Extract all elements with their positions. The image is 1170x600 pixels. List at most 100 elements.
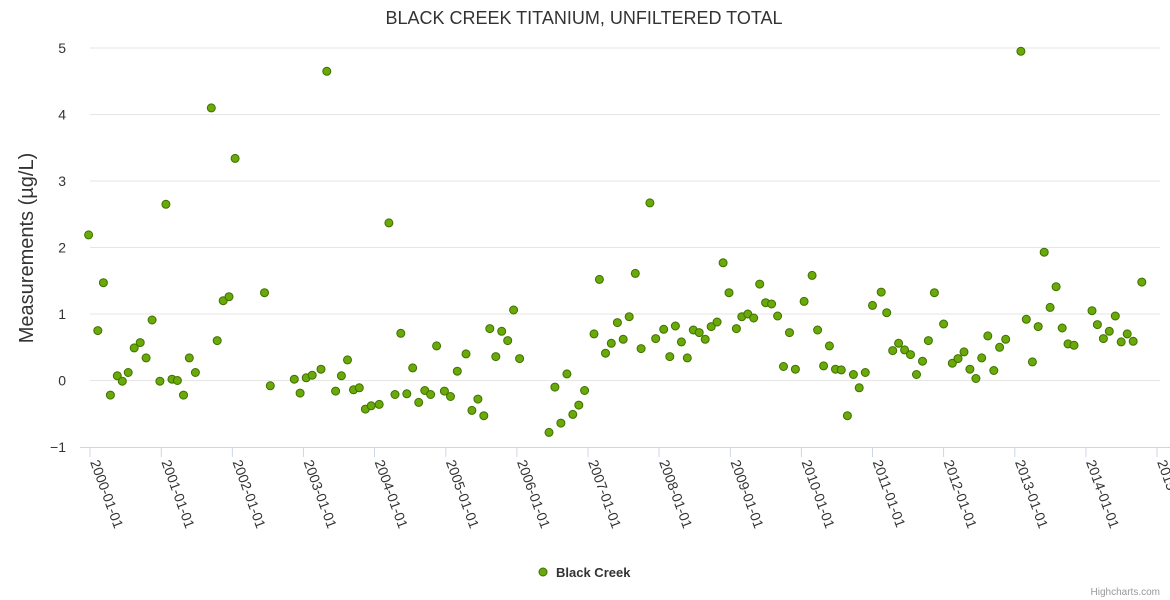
data-point[interactable] xyxy=(485,324,495,334)
data-point[interactable] xyxy=(953,354,963,364)
data-point[interactable] xyxy=(206,103,216,113)
data-point[interactable] xyxy=(694,328,704,338)
data-point[interactable] xyxy=(785,328,794,338)
data-point[interactable] xyxy=(900,345,910,355)
data-point[interactable] xyxy=(446,392,455,401)
data-point[interactable] xyxy=(307,370,317,380)
data-point[interactable] xyxy=(659,324,669,334)
data-point[interactable] xyxy=(876,287,886,297)
data-point[interactable] xyxy=(123,368,133,377)
data-point[interactable] xyxy=(155,376,165,386)
data-point[interactable] xyxy=(645,198,655,208)
data-point[interactable] xyxy=(676,337,686,347)
series-black-creek[interactable] xyxy=(84,46,1147,437)
data-point[interactable] xyxy=(509,305,519,315)
data-point[interactable] xyxy=(190,368,200,377)
data-point[interactable] xyxy=(544,427,554,437)
data-point[interactable] xyxy=(807,270,817,280)
data-point[interactable] xyxy=(682,353,692,363)
data-point[interactable] xyxy=(1021,314,1031,324)
data-point[interactable] xyxy=(894,338,904,348)
data-point[interactable] xyxy=(1033,322,1043,332)
data-point[interactable] xyxy=(995,342,1005,352)
data-point[interactable] xyxy=(665,352,675,362)
data-point[interactable] xyxy=(601,348,610,358)
data-point[interactable] xyxy=(135,338,145,348)
data-point[interactable] xyxy=(731,324,741,334)
data-point[interactable] xyxy=(983,331,993,341)
data-point[interactable] xyxy=(396,328,406,338)
data-point[interactable] xyxy=(790,364,800,374)
data-point[interactable] xyxy=(651,334,661,344)
data-point[interactable] xyxy=(129,343,139,353)
data-point[interactable] xyxy=(260,288,269,298)
data-point[interactable] xyxy=(606,338,616,348)
data-point[interactable] xyxy=(473,394,483,404)
data-point[interactable] xyxy=(289,374,299,384)
data-point[interactable] xyxy=(408,363,418,373)
data-point[interactable] xyxy=(848,370,858,379)
data-point[interactable] xyxy=(918,356,927,366)
data-point[interactable] xyxy=(343,355,352,365)
data-point[interactable] xyxy=(959,347,969,357)
legend-item-black-creek[interactable]: Black Creek xyxy=(556,565,631,580)
data-point[interactable] xyxy=(374,399,384,409)
data-point[interactable] xyxy=(112,371,122,381)
data-point[interactable] xyxy=(612,318,622,328)
data-point[interactable] xyxy=(971,374,981,383)
data-point[interactable] xyxy=(1057,323,1067,333)
data-point[interactable] xyxy=(562,369,572,379)
data-point[interactable] xyxy=(929,288,939,298)
data-point[interactable] xyxy=(767,299,777,309)
data-point[interactable] xyxy=(860,368,870,377)
data-point[interactable] xyxy=(977,353,987,363)
data-point[interactable] xyxy=(706,322,716,332)
data-point[interactable] xyxy=(1027,357,1037,367)
data-point[interactable] xyxy=(147,315,157,325)
data-point[interactable] xyxy=(98,278,108,288)
data-point[interactable] xyxy=(888,346,898,356)
data-point[interactable] xyxy=(989,366,999,375)
data-point[interactable] xyxy=(1137,277,1147,287)
data-point[interactable] xyxy=(1104,326,1114,336)
data-point[interactable] xyxy=(497,326,507,336)
data-point[interactable] xyxy=(479,411,489,421)
data-point[interactable] xyxy=(322,66,332,76)
data-point[interactable] xyxy=(618,334,628,344)
data-point[interactable] xyxy=(574,400,584,410)
data-point[interactable] xyxy=(354,383,364,393)
data-point[interactable] xyxy=(426,390,436,399)
data-point[interactable] xyxy=(467,405,477,415)
data-point[interactable] xyxy=(1092,320,1102,330)
data-point[interactable] xyxy=(224,292,234,302)
data-point[interactable] xyxy=(452,366,462,376)
data-point[interactable] xyxy=(700,334,710,344)
data-point[interactable] xyxy=(331,386,341,396)
data-point[interactable] xyxy=(779,362,788,371)
data-point[interactable] xyxy=(1045,302,1055,312)
data-point[interactable] xyxy=(1098,334,1108,344)
data-point[interactable] xyxy=(1128,336,1138,346)
data-point[interactable] xyxy=(1116,337,1126,347)
data-point[interactable] xyxy=(854,383,864,393)
data-point[interactable] xyxy=(1110,311,1120,321)
data-point[interactable] xyxy=(336,371,346,381)
data-point[interactable] xyxy=(93,326,103,336)
data-point[interactable] xyxy=(184,353,194,363)
data-point[interactable] xyxy=(179,390,188,400)
data-point[interactable] xyxy=(230,153,240,163)
data-point[interactable] xyxy=(384,218,394,228)
data-point[interactable] xyxy=(939,319,949,329)
data-point[interactable] xyxy=(1039,247,1049,257)
data-point[interactable] xyxy=(161,199,171,209)
data-point[interactable] xyxy=(624,312,634,322)
data-point[interactable] xyxy=(550,382,560,392)
data-point[interactable] xyxy=(718,258,728,268)
data-point[interactable] xyxy=(265,381,275,391)
data-point[interactable] xyxy=(819,361,829,371)
data-point[interactable] xyxy=(589,329,599,339)
data-point[interactable] xyxy=(824,341,834,351)
credits-link[interactable]: Highcharts.com xyxy=(1091,587,1160,598)
data-point[interactable] xyxy=(141,353,151,363)
data-point[interactable] xyxy=(670,321,680,331)
